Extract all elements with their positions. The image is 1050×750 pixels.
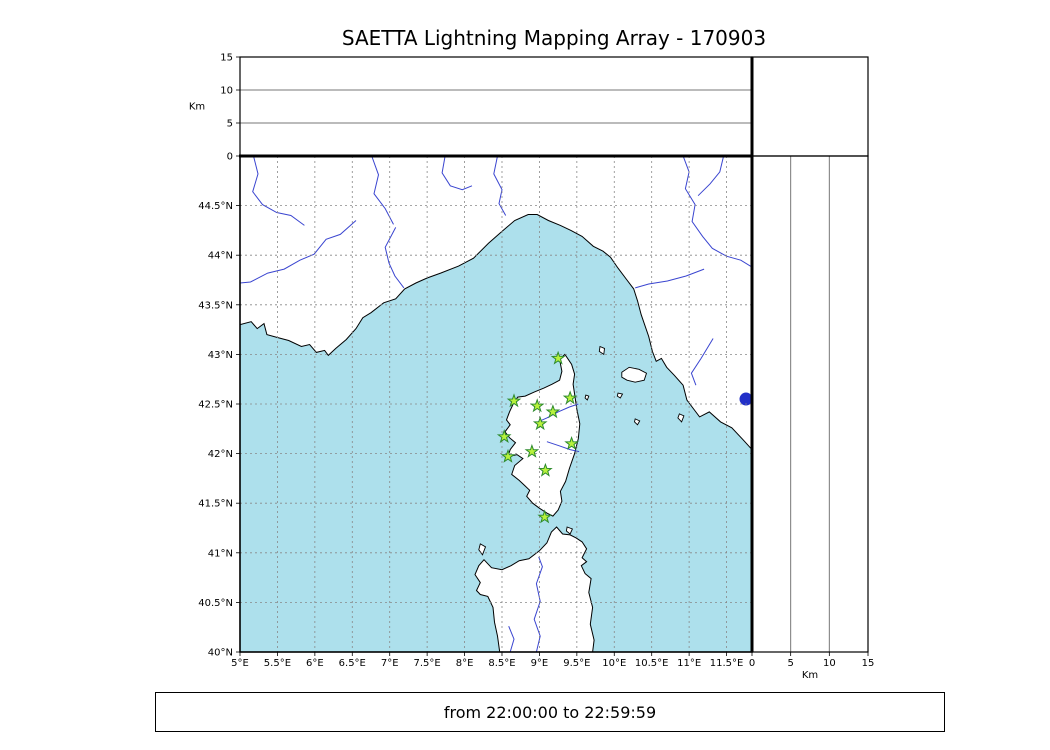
lon-tick-label: 8°E xyxy=(456,658,474,669)
lon-tick-label: 7°E xyxy=(381,658,399,669)
station-star xyxy=(538,462,553,477)
altitude-panel-frame xyxy=(239,56,753,157)
altitude-tick-label: 15 xyxy=(220,53,233,64)
sardinia-land xyxy=(475,527,595,652)
river xyxy=(533,556,543,652)
river xyxy=(371,156,394,225)
altitude-axis-label-left: Km xyxy=(189,102,205,113)
lon-tick-label: 8.5°E xyxy=(488,658,515,669)
lon-tick-label: 11.5°E xyxy=(710,658,744,669)
lat-tick-label: 41°N xyxy=(208,548,233,559)
river xyxy=(240,220,357,284)
altitude-tick-label: 0 xyxy=(227,152,233,163)
station-star xyxy=(562,390,578,405)
map-area xyxy=(240,156,752,652)
station-star xyxy=(537,509,553,524)
island xyxy=(584,394,590,401)
station-star xyxy=(529,398,545,413)
lon-tick-label: 9°E xyxy=(531,658,549,669)
station-star xyxy=(550,350,566,365)
chart-title: SAETTA Lightning Mapping Array - 170903 xyxy=(341,26,767,50)
lat-tick-label: 42.5°N xyxy=(198,400,233,411)
island xyxy=(616,392,624,399)
mainland-coastline xyxy=(240,214,752,450)
island xyxy=(478,543,487,556)
station-star xyxy=(545,404,561,419)
right-panel-frame xyxy=(751,155,869,653)
altitude-tick-label: 15 xyxy=(862,658,875,669)
lat-tick-label: 44.5°N xyxy=(198,201,233,212)
island xyxy=(677,413,685,423)
lon-tick-label: 6.5°E xyxy=(339,658,366,669)
river xyxy=(682,156,752,268)
altitude-tick-label: 0 xyxy=(749,658,755,669)
altitude-tick-label: 5 xyxy=(787,658,793,669)
lon-tick-label: 7.5°E xyxy=(414,658,441,669)
lat-tick-label: 43°N xyxy=(208,350,233,361)
time-range-box: from 22:00:00 to 22:59:59 xyxy=(155,692,945,732)
river xyxy=(546,441,580,453)
mainland-land xyxy=(240,156,752,450)
lat-tick-label: 40°N xyxy=(208,648,233,659)
station-star xyxy=(532,416,548,431)
station-star xyxy=(506,393,522,408)
time-range-label: from 22:00:00 to 22:59:59 xyxy=(443,702,657,722)
river xyxy=(697,156,725,197)
lon-tick-label: 10.5°E xyxy=(635,658,669,669)
lat-tick-label: 43.5°N xyxy=(198,300,233,311)
lon-tick-label: 5°E xyxy=(231,658,249,669)
river xyxy=(252,156,305,226)
station-star xyxy=(524,443,540,458)
altitude-tick-label: 10 xyxy=(220,86,233,97)
corner-panel-frame xyxy=(751,56,869,157)
corsica-land xyxy=(504,353,581,517)
island xyxy=(598,345,605,356)
blue-lake-marker xyxy=(739,392,752,406)
lat-tick-label: 44°N xyxy=(208,251,233,262)
altitude-axis-label-right: Km xyxy=(802,670,818,681)
lat-tick-label: 41.5°N xyxy=(198,499,233,510)
lon-tick-label: 6°E xyxy=(306,658,324,669)
lon-tick-label: 5.5°E xyxy=(264,658,291,669)
lon-tick-label: 11°E xyxy=(677,658,701,669)
river xyxy=(384,227,405,289)
island xyxy=(621,366,648,383)
river xyxy=(493,156,507,216)
river xyxy=(508,626,515,652)
station-star xyxy=(564,436,579,450)
river xyxy=(635,268,705,289)
lat-tick-label: 42°N xyxy=(208,449,233,460)
island xyxy=(565,526,574,535)
island xyxy=(634,418,641,426)
lon-tick-label: 10°E xyxy=(602,658,626,669)
station-star xyxy=(500,448,516,463)
lat-tick-label: 40.5°N xyxy=(198,598,233,609)
river xyxy=(690,338,714,386)
lon-tick-label: 9.5°E xyxy=(563,658,590,669)
sardinia-coastline xyxy=(474,526,595,652)
altitude-tick-label: 5 xyxy=(227,119,233,130)
station-star xyxy=(496,428,512,444)
altitude-tick-label: 10 xyxy=(823,658,836,669)
river xyxy=(535,403,579,424)
river xyxy=(441,156,473,191)
